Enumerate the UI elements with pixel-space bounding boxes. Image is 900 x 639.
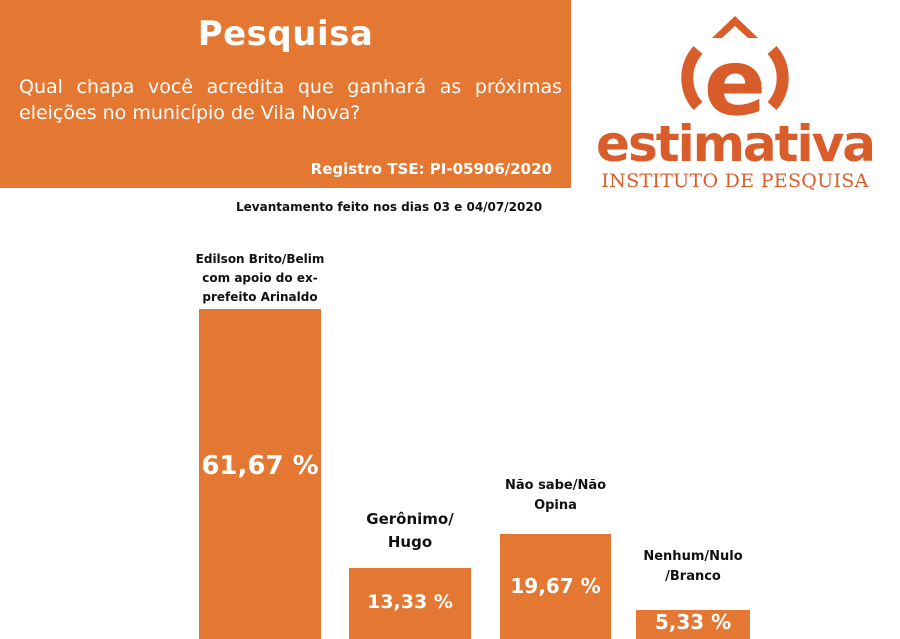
logo-emblem-icon: e	[681, 16, 789, 136]
bar-category-label: Não sabe/Não Opina	[504, 478, 607, 513]
estimativa-logo: e estimativa INSTITUTO DE PESQUISA	[590, 10, 880, 195]
bar-3: 19,67 %	[500, 534, 611, 639]
logo-wordmark: estimativa	[596, 115, 876, 173]
bar-value-label: 5,33 %	[654, 610, 732, 634]
bar-value-label: 13,33 %	[367, 591, 453, 613]
header-banner: Pesquisa Qual chapa você acredita que ga…	[0, 0, 571, 188]
bar-value-label: 19,67 %	[510, 574, 601, 598]
bar-category-label: Nenhum/Nulo /Branco	[643, 549, 743, 584]
bar-2: 13,33 %	[349, 568, 471, 639]
svg-text:e: e	[704, 29, 766, 120]
bar-1: 61,67 %	[199, 309, 321, 639]
bar-category-label: Edilson Brito/Belim com apoio do ex-pref…	[195, 252, 325, 304]
bar-4: 5,33 %	[636, 610, 750, 639]
survey-question: Qual chapa você acredita que ganhará as …	[19, 76, 562, 124]
logo-subtitle: INSTITUTO DE PESQUISA	[601, 170, 869, 192]
survey-dates: Levantamento feito nos dias 03 e 04/07/2…	[236, 200, 543, 214]
page-title: Pesquisa	[197, 14, 374, 54]
bar-value-label: 61,67 %	[201, 451, 319, 481]
registro-tse: Registro TSE: PI-05906/2020	[310, 160, 552, 178]
bar-category-label: Gerônimo/ Hugo	[366, 510, 454, 551]
